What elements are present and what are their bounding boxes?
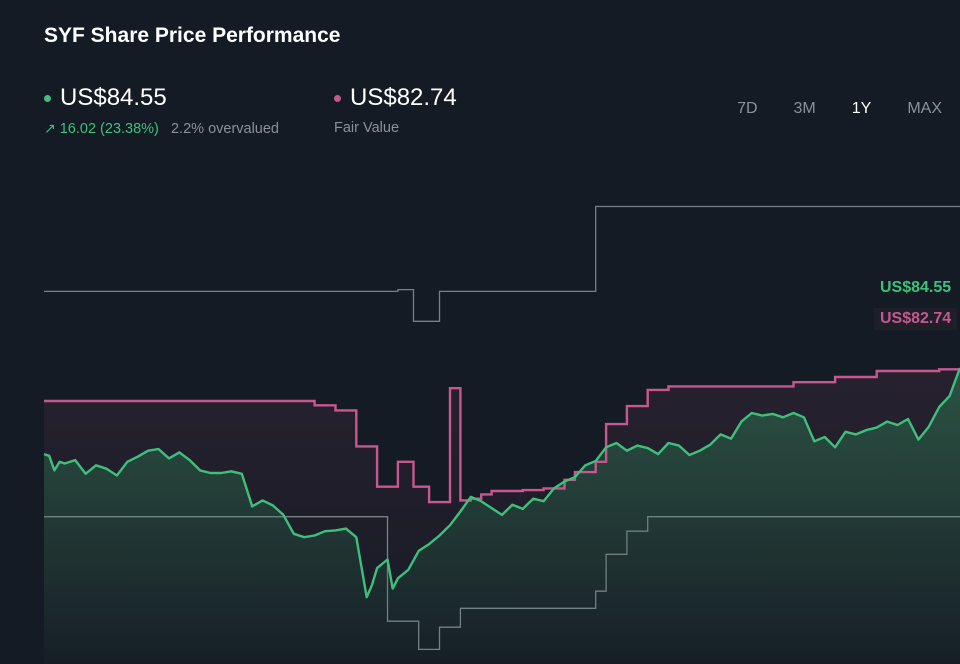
- price-end-label: US$84.55: [874, 277, 958, 299]
- period-7d[interactable]: 7D: [737, 100, 758, 117]
- period-1y[interactable]: 1Y: [851, 100, 872, 117]
- fair-value-value: US$82.74: [350, 84, 457, 111]
- price-change-row: ↗ 16.02 (23.38%) 2.2% overvalued: [44, 120, 279, 137]
- period-3m[interactable]: 3M: [793, 100, 816, 117]
- price-line: [43, 367, 960, 599]
- fair-value-line: [44, 368, 960, 504]
- chart-title: SYF Share Price Performance: [44, 24, 341, 47]
- fair-value-end-label: US$82.74: [874, 308, 958, 330]
- valuation-note: 2.2% overvalued: [170, 121, 279, 137]
- share-price-block: US$84.55 ↗ 16.02 (23.38%) 2.2% overvalued: [44, 84, 279, 137]
- arrow-up-right-icon: ↗: [44, 120, 56, 136]
- fair-value-dot-icon: [334, 94, 341, 102]
- share-price-value: US$84.55: [60, 84, 167, 111]
- price-dot-icon: [44, 94, 51, 102]
- fair-value-label: Fair Value: [334, 120, 400, 136]
- period-max[interactable]: MAX: [907, 100, 942, 117]
- band-upper-line: [44, 205, 960, 322]
- price-change: 16.02 (23.38%): [59, 121, 159, 137]
- period-selector: 7D 3M 1Y MAX: [737, 100, 942, 118]
- fair-value-block: US$82.74 Fair Value: [334, 84, 457, 136]
